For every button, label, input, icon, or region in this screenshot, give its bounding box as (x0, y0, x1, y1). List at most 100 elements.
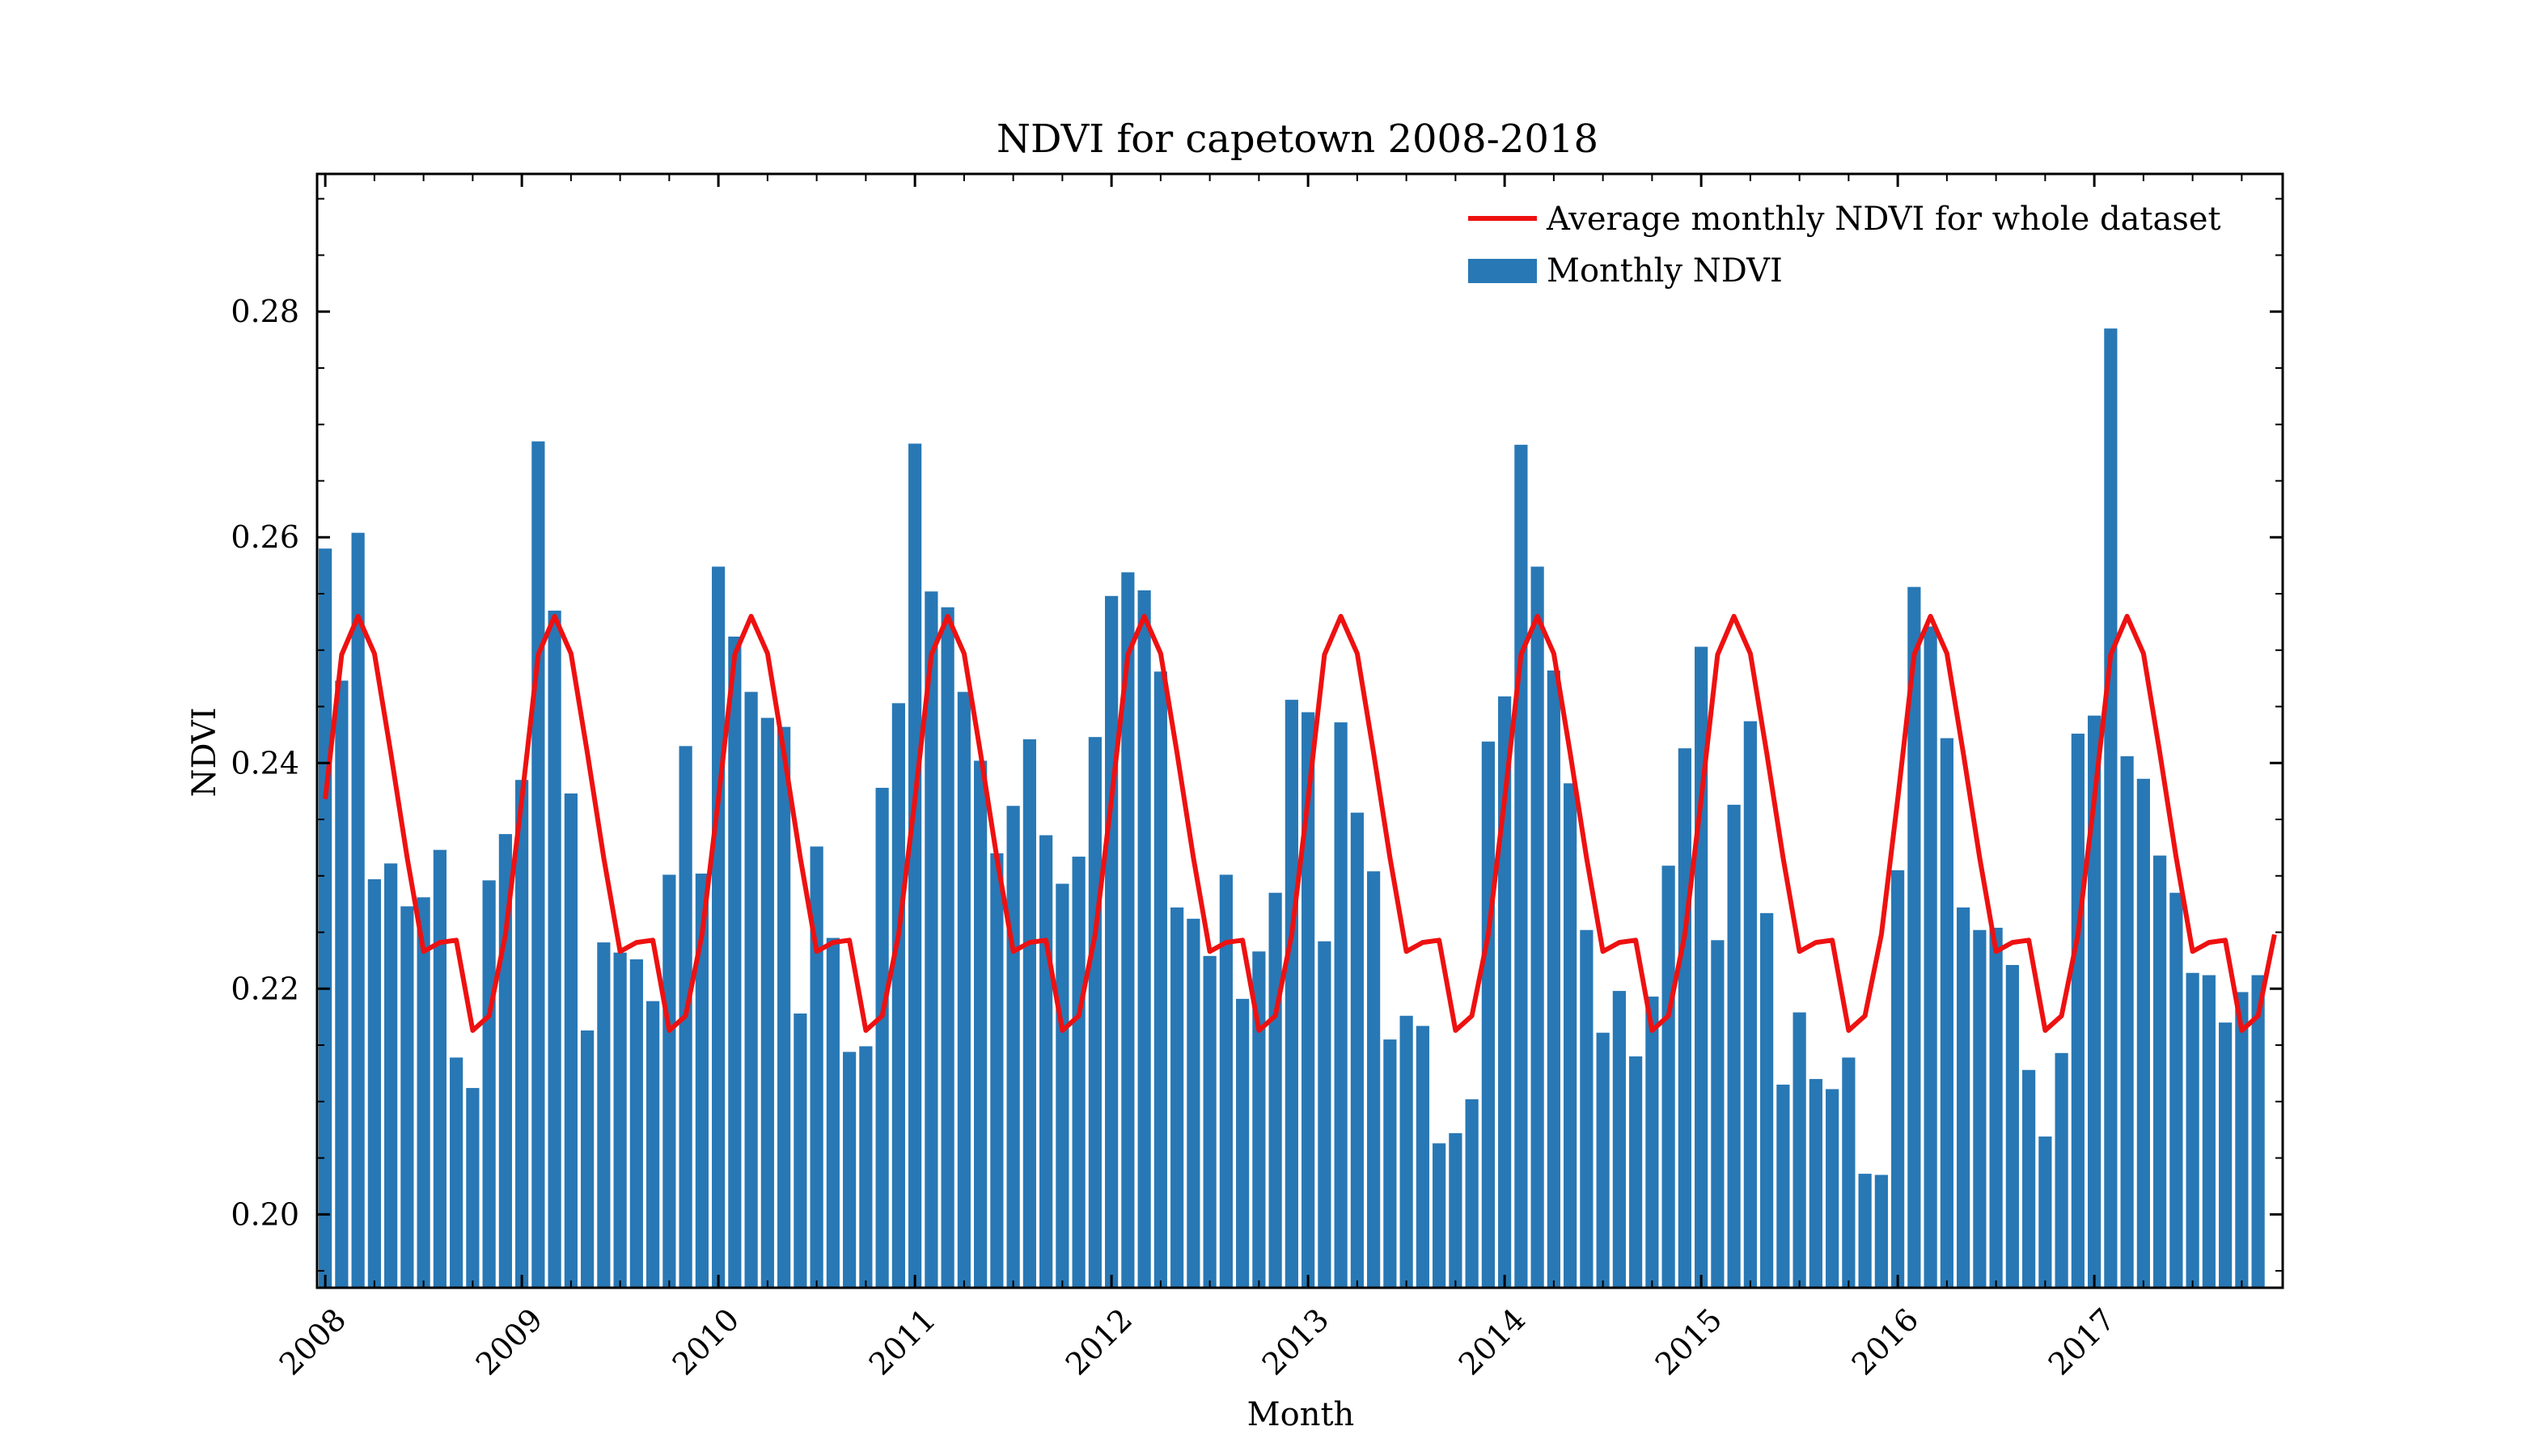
bar-monthly-ndvi (2235, 992, 2249, 1288)
bar-monthly-ndvi (2219, 1022, 2233, 1288)
bar-monthly-ndvi (794, 1013, 807, 1288)
bar-monthly-ndvi (2005, 964, 2019, 1288)
line-layer (323, 613, 2277, 1033)
bar-monthly-ndvi (1612, 991, 1626, 1288)
bar-monthly-ndvi (1302, 712, 1315, 1288)
bar-monthly-ndvi (925, 591, 938, 1288)
bar-monthly-ndvi (1072, 857, 1086, 1288)
bar-monthly-ndvi (1121, 572, 1135, 1288)
bar-monthly-ndvi (1776, 1084, 1790, 1288)
bar-monthly-ndvi (2071, 733, 2085, 1288)
bar-monthly-ndvi (908, 443, 922, 1288)
bar-monthly-ndvi (1203, 955, 1217, 1288)
bar-monthly-ndvi (1137, 590, 1151, 1288)
bar-monthly-ndvi (1547, 670, 1560, 1288)
bar-monthly-ndvi (1596, 1032, 1610, 1288)
bar-monthly-ndvi (957, 692, 971, 1288)
bar-monthly-ndvi (2120, 756, 2134, 1288)
bar-monthly-ndvi (450, 1057, 463, 1288)
bar-monthly-ndvi (1187, 918, 1200, 1288)
bar-monthly-ndvi (941, 607, 954, 1288)
bar-monthly-ndvi (482, 880, 496, 1288)
bar-monthly-ndvi (1907, 586, 1921, 1288)
bar-monthly-ndvi (1465, 1099, 1479, 1288)
bar-monthly-ndvi (875, 787, 889, 1288)
legend-bar-label: Monthly NDVI (1547, 252, 1783, 290)
bar-monthly-ndvi (466, 1088, 480, 1288)
bar-monthly-ndvi (2038, 1136, 2052, 1288)
bar-monthly-ndvi (2186, 972, 2199, 1288)
bar-monthly-ndvi (1580, 929, 1594, 1288)
bar-monthly-ndvi (1153, 671, 1167, 1288)
bar-monthly-ndvi (384, 863, 398, 1288)
bar-monthly-ndvi (1727, 804, 1741, 1288)
plot-frame (315, 172, 2284, 1289)
bar-monthly-ndvi (1809, 1078, 1822, 1288)
bar-monthly-ndvi (1874, 1175, 1888, 1288)
bar-monthly-ndvi (564, 793, 578, 1288)
bar-monthly-ndvi (1858, 1174, 1872, 1288)
bar-monthly-ndvi (1022, 739, 1036, 1288)
bar-monthly-ndvi (2088, 715, 2101, 1288)
y-tick-label: 0.20 (231, 1196, 299, 1232)
bar-monthly-ndvi (613, 952, 627, 1288)
bar-monthly-ndvi (1350, 812, 1364, 1288)
bar-monthly-ndvi (351, 532, 365, 1288)
bar-monthly-ndvi (2202, 975, 2216, 1288)
bar-monthly-ndvi (891, 703, 905, 1288)
bar-monthly-ndvi (1711, 940, 1725, 1288)
chart-title: NDVI for capetown 2008-2018 (997, 116, 1598, 162)
bar-monthly-ndvi (843, 1052, 857, 1288)
bar-monthly-ndvi (1416, 1026, 1429, 1288)
bar-monthly-ndvi (2251, 975, 2265, 1288)
y-tick-label: 0.26 (231, 519, 299, 555)
legend: Average monthly NDVI for whole dataset M… (1468, 201, 2221, 290)
bar-monthly-ndvi (1318, 941, 1331, 1288)
bar-monthly-ndvi (1940, 738, 1953, 1288)
bar-monthly-ndvi (1645, 997, 1659, 1288)
bar-monthly-ndvi (744, 692, 758, 1288)
bar-monthly-ndvi (581, 1030, 595, 1288)
bar-monthly-ndvi (1924, 626, 1937, 1288)
bar-monthly-ndvi (1056, 883, 1069, 1288)
bar-monthly-ndvi (728, 637, 742, 1288)
y-tick-label: 0.28 (231, 294, 299, 329)
bar-monthly-ndvi (417, 897, 430, 1288)
bar-monthly-ndvi (400, 906, 414, 1288)
y-axis-label: NDVI (186, 707, 223, 797)
bar-monthly-ndvi (859, 1046, 873, 1288)
bar-monthly-ndvi (1252, 951, 1266, 1288)
bar-monthly-ndvi (2055, 1052, 2068, 1288)
legend-bar-swatch (1468, 259, 1537, 283)
bar-monthly-ndvi (2153, 855, 2167, 1288)
bar-monthly-ndvi (597, 942, 611, 1288)
bar-monthly-ndvi (826, 938, 840, 1288)
bar-monthly-ndvi (1105, 595, 1119, 1288)
bar-monthly-ndvi (1236, 998, 1250, 1288)
bar-monthly-ndvi (974, 760, 988, 1288)
bar-monthly-ndvi (1334, 722, 1348, 1288)
bar-monthly-ndvi (695, 873, 709, 1288)
bar-monthly-ndvi (1006, 806, 1020, 1288)
bar-monthly-ndvi (1743, 721, 1757, 1288)
bar-monthly-ndvi (662, 874, 676, 1288)
bar-monthly-ndvi (760, 717, 774, 1288)
bar-monthly-ndvi (1039, 835, 1053, 1288)
bar-monthly-ndvi (1678, 748, 1691, 1288)
bar-monthly-ndvi (1842, 1057, 1856, 1288)
bar-monthly-ndvi (712, 566, 726, 1288)
bar-monthly-ndvi (433, 849, 447, 1288)
average-ndvi-line (323, 613, 2277, 1033)
y-tick-label: 0.24 (231, 745, 299, 781)
bar-monthly-ndvi (1973, 929, 1987, 1288)
bar-monthly-ndvi (1891, 870, 1905, 1288)
bar-monthly-ndvi (1989, 927, 2003, 1288)
bar-monthly-ndvi (1957, 907, 1970, 1288)
bar-monthly-ndvi (515, 780, 529, 1288)
bar-monthly-ndvi (2169, 892, 2183, 1288)
bar-monthly-ndvi (1826, 1089, 1839, 1288)
bar-monthly-ndvi (367, 878, 381, 1288)
bar-monthly-ndvi (1792, 1012, 1806, 1288)
